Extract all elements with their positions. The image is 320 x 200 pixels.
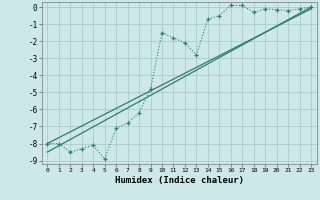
- X-axis label: Humidex (Indice chaleur): Humidex (Indice chaleur): [115, 176, 244, 185]
